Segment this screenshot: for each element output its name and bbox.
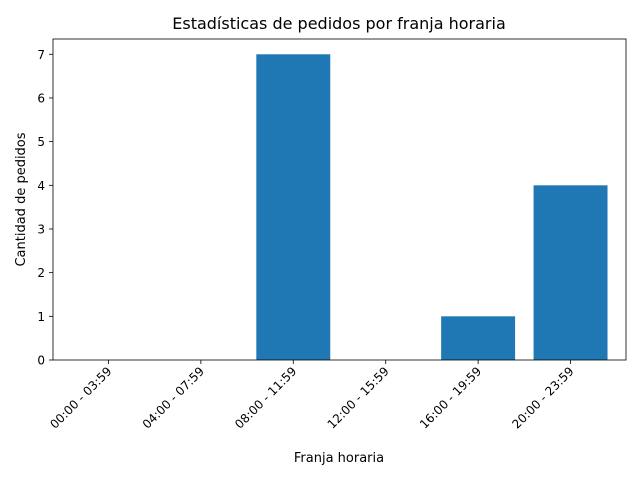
y-tick-label: 0 <box>37 354 45 368</box>
bar <box>533 185 608 360</box>
y-tick-label: 5 <box>37 135 45 149</box>
y-tick-label: 3 <box>37 222 45 236</box>
y-tick-label: 4 <box>37 179 45 193</box>
y-axis-label: Cantidad de pedidos <box>14 132 29 266</box>
plot-frame <box>52 38 627 361</box>
bars-layer <box>256 54 608 360</box>
bar <box>256 54 331 360</box>
y-tick-label: 7 <box>37 48 45 62</box>
x-axis-label: Franja horaria <box>294 451 384 466</box>
y-tick-label: 1 <box>37 310 45 324</box>
bar <box>441 316 516 360</box>
y-axis: 0 1 2 3 4 5 6 7 <box>37 48 53 368</box>
y-tick-label: 6 <box>37 91 45 105</box>
y-tick-label: 2 <box>37 266 45 280</box>
chart-title: Estadísticas de pedidos por franja horar… <box>172 14 506 33</box>
